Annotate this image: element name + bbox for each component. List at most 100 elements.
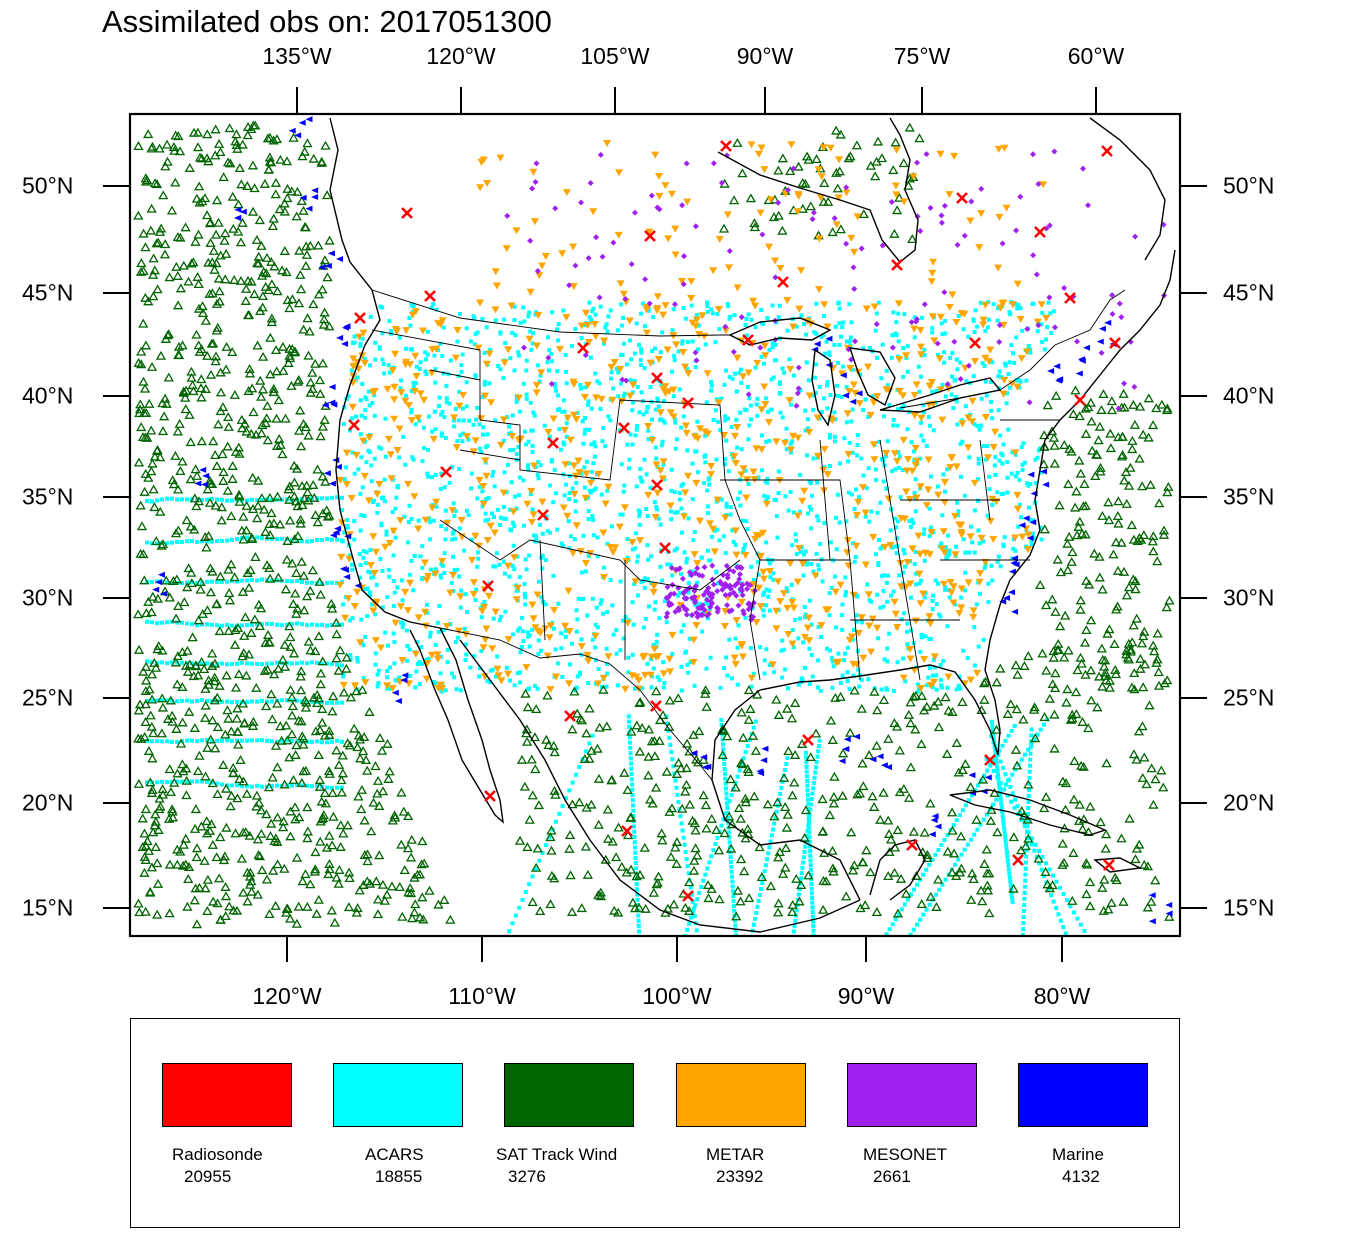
acars-marker [315, 783, 319, 788]
sat-track-wind-marker [211, 195, 223, 205]
acars-marker [1022, 902, 1027, 907]
acars-marker [493, 418, 498, 423]
sat-track-wind-marker [1130, 854, 1141, 864]
sat-track-wind-marker [1158, 525, 1170, 535]
sat-track-wind-marker [580, 841, 592, 851]
sat-track-wind-marker [258, 504, 270, 514]
acars-marker [633, 546, 638, 551]
acars-marker [215, 539, 219, 544]
sat-track-wind-marker [236, 853, 247, 863]
acars-marker [735, 682, 740, 687]
acars-marker [669, 467, 674, 472]
metar-marker [795, 305, 804, 313]
sat-track-wind-marker [680, 902, 691, 912]
sat-track-wind-marker [289, 802, 301, 812]
acars-marker [530, 627, 535, 632]
acars-marker [533, 464, 538, 469]
acars-marker [867, 345, 872, 350]
metar-marker [834, 658, 843, 666]
sat-track-wind-marker [285, 806, 296, 816]
sat-track-wind-marker [159, 411, 170, 421]
metar-marker [950, 152, 959, 160]
sat-track-wind-marker [337, 750, 348, 760]
acars-marker [827, 464, 832, 469]
acars-marker [660, 439, 665, 444]
sat-track-wind-marker [135, 399, 146, 409]
acars-marker [879, 574, 884, 579]
sat-track-wind-marker [519, 781, 531, 791]
acars-marker [846, 490, 851, 495]
sat-track-wind-marker [179, 597, 190, 607]
metar-marker [687, 294, 696, 302]
sat-track-wind-marker [372, 909, 384, 919]
acars-marker [738, 503, 743, 508]
sat-track-wind-marker [520, 688, 531, 698]
acars-marker [240, 623, 244, 628]
sat-track-wind-marker [549, 873, 560, 883]
acars-marker [943, 545, 948, 550]
metar-marker [369, 607, 378, 615]
sat-track-wind-marker [184, 659, 195, 669]
sat-track-wind-marker [208, 245, 220, 255]
acars-marker [591, 533, 596, 538]
sat-track-wind-marker [594, 722, 605, 732]
acars-marker [644, 472, 649, 477]
acars-marker [561, 544, 566, 549]
acars-marker [715, 527, 720, 532]
sat-track-wind-marker [754, 842, 765, 852]
sat-track-wind-marker [232, 703, 243, 713]
sat-track-wind-marker [153, 237, 164, 247]
acars-marker [413, 422, 418, 427]
sat-track-wind-marker [146, 694, 158, 704]
sat-track-wind-marker [293, 298, 305, 308]
acars-marker [522, 429, 527, 434]
acars-marker [638, 357, 643, 362]
metar-marker [621, 685, 630, 693]
acars-marker [361, 676, 366, 681]
sat-track-wind-marker [181, 775, 192, 785]
acars-marker [724, 655, 729, 660]
sat-track-wind-marker [324, 725, 335, 735]
sat-track-wind-marker [160, 161, 171, 171]
sat-track-wind-marker [1108, 549, 1119, 559]
sat-track-wind-marker [305, 377, 316, 387]
sat-track-wind-marker [308, 299, 319, 309]
acars-marker [498, 330, 503, 335]
sat-track-wind-marker [144, 398, 155, 408]
acars-marker [474, 417, 479, 422]
acars-marker [718, 685, 723, 690]
acars-marker [777, 303, 782, 308]
sat-track-wind-marker [1044, 883, 1055, 893]
acars-marker [160, 497, 164, 502]
acars-marker [362, 587, 367, 592]
sat-track-wind-marker [213, 273, 225, 283]
acars-marker [391, 553, 396, 558]
acars-marker [995, 318, 1000, 323]
acars-marker [745, 527, 750, 532]
acars-marker [200, 497, 204, 502]
acars-marker [685, 927, 690, 932]
acars-marker [1021, 939, 1025, 943]
acars-marker [205, 661, 209, 666]
sat-track-wind-marker [299, 146, 310, 156]
acars-marker [729, 676, 734, 681]
metar-marker [955, 609, 964, 617]
acars-marker [358, 398, 363, 403]
sat-track-wind-marker [270, 345, 282, 355]
acars-marker [1008, 883, 1013, 888]
acars-marker [449, 671, 454, 676]
sat-track-wind-marker [329, 917, 340, 927]
acars-marker [220, 738, 224, 743]
sat-track-wind-marker [1048, 432, 1060, 442]
acars-marker [1029, 543, 1034, 548]
acars-marker [445, 647, 450, 652]
sat-track-wind-marker [1052, 554, 1063, 564]
acars-marker [645, 577, 650, 582]
sat-track-wind-marker [1098, 389, 1109, 399]
sat-track-wind-marker [174, 146, 186, 156]
sat-track-wind-marker [309, 866, 321, 876]
acars-marker [749, 317, 754, 322]
acars-marker [409, 407, 414, 412]
sat-track-wind-marker [1112, 565, 1124, 575]
lat-label-right: 35°N [1223, 483, 1275, 510]
